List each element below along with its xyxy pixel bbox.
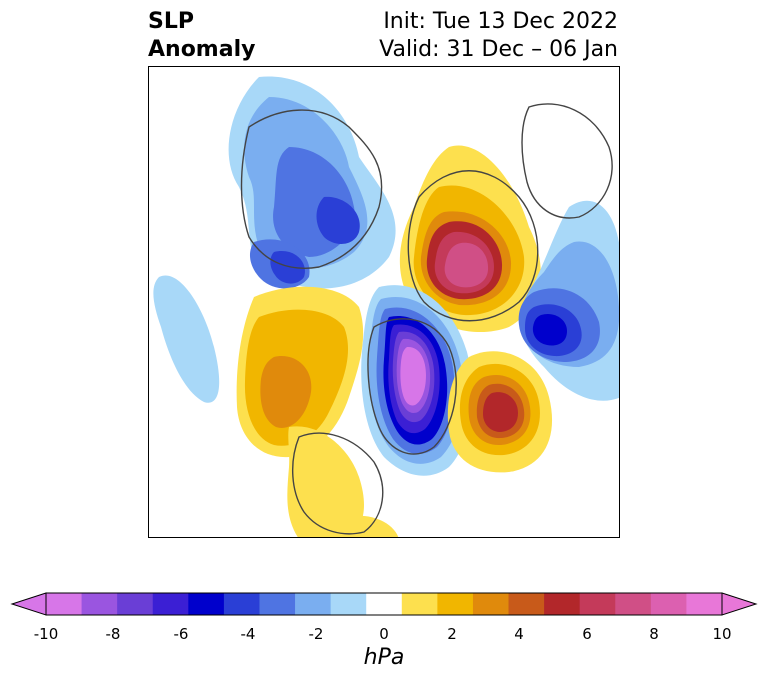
colorbar-bin — [117, 593, 154, 615]
colorbar-tick-label: 8 — [649, 625, 659, 643]
colorbar-bin — [223, 593, 260, 615]
negative-anomaly-europe — [228, 76, 396, 289]
colorbar — [10, 592, 758, 616]
colorbar-bin — [472, 593, 510, 615]
positive-anomaly-north-atlantic — [447, 351, 553, 473]
coastlines — [240, 103, 613, 535]
colorbar-bin — [188, 593, 225, 615]
colorbar-bin — [579, 593, 616, 615]
map-title: SLP Anomaly — [148, 8, 255, 64]
colorbar-bin — [366, 593, 403, 615]
colorbar-bin — [508, 593, 545, 615]
forecast-dates: Init: Tue 13 Dec 2022 Valid: 31 Dec – 06… — [379, 8, 618, 64]
colorbar-tick-label: 4 — [514, 625, 524, 643]
valid-range: Valid: 31 Dec – 06 Jan — [379, 37, 618, 62]
title-variable-line2: Anomaly — [148, 37, 256, 62]
anomaly-map — [148, 66, 620, 538]
colorbar-tick-label: 2 — [447, 625, 457, 643]
colorbar-tick-label: 0 — [379, 625, 389, 643]
colorbar-bin — [46, 593, 83, 615]
colorbar-bin — [259, 593, 296, 615]
colorbar-bin — [544, 593, 581, 615]
colorbar-bin — [650, 593, 687, 615]
colorbar-bin — [330, 593, 367, 615]
negative-anomaly-central-canada — [361, 285, 473, 476]
colorbar-extend-high — [721, 592, 758, 616]
init-date: Init: Tue 13 Dec 2022 — [383, 9, 618, 34]
positive-anomaly-gulf — [344, 515, 399, 537]
colorbar-tick-label: 10 — [712, 625, 732, 643]
colorbar-bin — [686, 593, 723, 615]
colorbar-units: hPa — [363, 645, 405, 670]
title-variable-line1: SLP — [148, 9, 194, 34]
colorbar-bin — [81, 593, 118, 615]
map-svg — [153, 76, 619, 537]
colorbar-tick-label: 6 — [582, 625, 592, 643]
colorbar-bin — [152, 593, 189, 615]
colorbar-tick-label: -4 — [240, 625, 256, 643]
colorbar-tick-label: -2 — [308, 625, 324, 643]
colorbar-border — [45, 592, 723, 616]
colorbar-bin — [401, 593, 438, 615]
colorbar-extend-low — [10, 592, 47, 616]
colorbar-tick-label: -6 — [173, 625, 189, 643]
positive-anomaly-northeast-pacific — [236, 286, 364, 458]
colorbar-bin — [295, 593, 332, 615]
negative-anomaly-west — [153, 275, 220, 403]
colorbar-bin — [615, 593, 652, 615]
colorbar-bin — [437, 593, 474, 615]
positive-anomaly-siberia — [399, 145, 541, 333]
colorbar-tick-label: -10 — [33, 625, 59, 643]
negative-anomaly-north-atlantic — [518, 200, 619, 401]
colorbar-tick-label: -8 — [105, 625, 121, 643]
positive-anomaly-united-states — [287, 426, 364, 537]
